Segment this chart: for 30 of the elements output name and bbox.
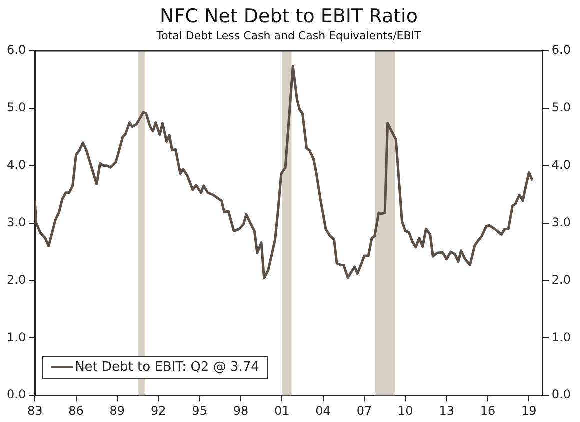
y-tick-label: 2.0	[6, 272, 26, 287]
x-tick-label: 07	[356, 404, 372, 418]
y2-tick-label: 0.0	[552, 388, 572, 402]
y-tick-label: 6.0	[6, 43, 26, 58]
chart-title: NFC Net Debt to EBIT Ratio	[160, 5, 418, 28]
y2-tick-label: 6.0	[552, 43, 572, 58]
chart-subtitle: Total Debt Less Cash and Cash Equivalents/EBIT	[156, 29, 422, 42]
y-tick-label: 0.0	[6, 388, 26, 402]
x-tick-label: 83	[27, 404, 43, 418]
y-tick-label: 4.0	[6, 158, 26, 172]
y2-tick-label: 3.0	[552, 215, 572, 230]
y-tick-label: 1.0	[6, 330, 26, 344]
x-tick-label: 19	[522, 404, 537, 418]
x-tick-label: 98	[233, 404, 249, 418]
x-tick-label: 13	[439, 404, 454, 418]
x-tick-label: 04	[316, 404, 331, 418]
x-tick-label: 86	[68, 404, 84, 418]
y2-tick-label: 5.0	[552, 100, 572, 115]
x-tick-label: 10	[398, 404, 414, 418]
legend-label: Net Debt to EBIT: Q2 @ 3.74	[75, 360, 260, 375]
y2-tick-label: 4.0	[552, 158, 572, 172]
x-tick-label: 01	[274, 404, 290, 418]
x-tick-label: 16	[480, 404, 496, 418]
y2-tick-label: 1.0	[552, 330, 572, 344]
x-tick-label: 92	[150, 404, 166, 418]
y2-tick-label: 2.0	[552, 272, 572, 287]
y-tick-label: 3.0	[6, 215, 26, 230]
x-tick-label: 95	[192, 404, 208, 418]
x-tick-label: 89	[110, 404, 126, 418]
y-tick-label: 5.0	[6, 100, 26, 115]
